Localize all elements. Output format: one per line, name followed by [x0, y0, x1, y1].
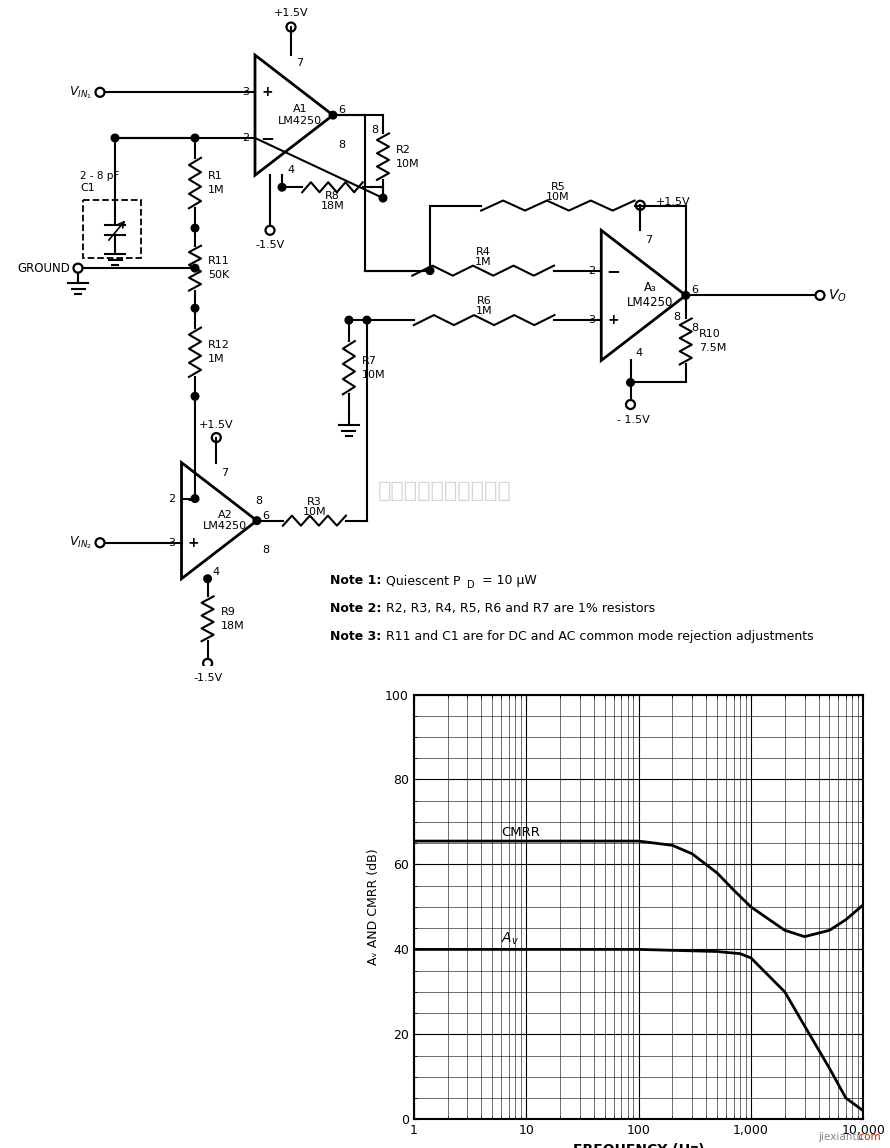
- Text: −: −: [606, 262, 620, 280]
- Text: −: −: [260, 129, 274, 147]
- Text: 2: 2: [588, 265, 595, 276]
- Text: 2: 2: [168, 494, 175, 504]
- Text: Note 1:: Note 1:: [330, 574, 382, 588]
- X-axis label: FREQUENCY (Hz): FREQUENCY (Hz): [573, 1142, 704, 1148]
- Text: 8: 8: [691, 323, 698, 333]
- Text: R9: R9: [221, 607, 236, 616]
- Text: $V_O$: $V_O$: [828, 287, 846, 303]
- Text: GROUND: GROUND: [17, 262, 70, 274]
- Text: 10M: 10M: [362, 370, 385, 380]
- Text: 3: 3: [588, 315, 595, 325]
- Text: 7: 7: [645, 235, 652, 246]
- Text: R1: R1: [208, 171, 222, 181]
- Circle shape: [191, 304, 198, 312]
- Text: A₃
LM4250: A₃ LM4250: [627, 281, 673, 309]
- Text: D: D: [467, 580, 474, 590]
- Text: R2, R3, R4, R5, R6 and R7 are 1% resistors: R2, R3, R4, R5, R6 and R7 are 1% resisto…: [382, 603, 655, 615]
- Text: CMRR: CMRR: [501, 827, 540, 839]
- Text: 10M: 10M: [396, 158, 419, 169]
- Text: C1: C1: [80, 184, 94, 193]
- Circle shape: [279, 184, 286, 191]
- Circle shape: [329, 111, 336, 119]
- Text: R8: R8: [325, 192, 340, 201]
- Text: R11: R11: [208, 256, 230, 266]
- Text: 6: 6: [338, 106, 345, 115]
- Text: 1M: 1M: [474, 257, 491, 266]
- Text: 18M: 18M: [320, 201, 344, 211]
- Text: 3: 3: [242, 87, 249, 98]
- Circle shape: [345, 317, 352, 324]
- Text: 8: 8: [674, 312, 681, 323]
- Bar: [83, 200, 141, 258]
- Text: 7: 7: [296, 59, 303, 68]
- Text: 50K: 50K: [208, 270, 230, 280]
- Text: 1M: 1M: [208, 185, 224, 195]
- Text: 7.5M: 7.5M: [699, 343, 726, 354]
- Circle shape: [363, 317, 371, 324]
- Text: 6: 6: [262, 511, 269, 521]
- Text: 8: 8: [255, 496, 262, 505]
- Text: 6: 6: [691, 286, 698, 295]
- Text: Note 3:: Note 3:: [330, 630, 381, 643]
- Text: 杭州将睿科技有限公司: 杭州将睿科技有限公司: [378, 481, 512, 501]
- Text: .com: .com: [855, 1132, 881, 1142]
- Text: +1.5V: +1.5V: [199, 419, 233, 429]
- Circle shape: [682, 292, 690, 300]
- Text: 8: 8: [338, 140, 345, 150]
- Text: -1.5V: -1.5V: [193, 673, 222, 683]
- Text: +: +: [261, 85, 273, 100]
- Text: 1M: 1M: [476, 307, 492, 316]
- Text: R3: R3: [307, 497, 322, 506]
- Circle shape: [191, 495, 198, 503]
- Text: +: +: [188, 536, 199, 550]
- Text: 2: 2: [242, 133, 249, 144]
- Circle shape: [191, 264, 198, 272]
- Text: 1M: 1M: [208, 355, 224, 364]
- Text: - 1.5V: - 1.5V: [617, 414, 650, 425]
- Circle shape: [253, 517, 261, 525]
- Circle shape: [191, 224, 198, 232]
- Text: −: −: [187, 489, 200, 507]
- Text: $V_{IN_1}$: $V_{IN_1}$: [69, 84, 92, 101]
- Text: 4: 4: [635, 349, 643, 358]
- Text: R11 and C1 are for DC and AC common mode rejection adjustments: R11 and C1 are for DC and AC common mode…: [382, 630, 813, 643]
- Text: 8: 8: [262, 544, 269, 554]
- Circle shape: [111, 134, 118, 142]
- Text: jiexiantu: jiexiantu: [818, 1132, 863, 1142]
- Text: 4: 4: [213, 567, 220, 576]
- Text: Quiescent P: Quiescent P: [382, 574, 460, 588]
- Text: 10M: 10M: [546, 192, 570, 202]
- Circle shape: [379, 194, 387, 202]
- Text: R2: R2: [396, 145, 411, 155]
- Circle shape: [627, 379, 635, 386]
- Text: 18M: 18M: [221, 621, 245, 630]
- Text: 4: 4: [287, 165, 294, 176]
- Text: = 10 μW: = 10 μW: [478, 574, 537, 588]
- Text: R5: R5: [551, 181, 565, 192]
- Text: Note 2:: Note 2:: [330, 603, 382, 615]
- Text: R4: R4: [475, 247, 490, 257]
- Y-axis label: Aᵥ AND CMRR (dB): Aᵥ AND CMRR (dB): [367, 848, 379, 965]
- Text: 3: 3: [168, 537, 175, 548]
- Text: 10M: 10M: [303, 506, 327, 517]
- Circle shape: [204, 575, 212, 582]
- Text: 8: 8: [371, 125, 378, 135]
- Text: R7: R7: [362, 356, 376, 366]
- Text: A1
LM4250: A1 LM4250: [278, 104, 322, 126]
- Text: $A_v$: $A_v$: [501, 931, 520, 947]
- Text: R10: R10: [699, 329, 721, 340]
- Text: -1.5V: -1.5V: [255, 240, 285, 250]
- Circle shape: [191, 134, 198, 142]
- Circle shape: [191, 393, 198, 401]
- Text: +: +: [608, 313, 619, 327]
- Text: +1.5V: +1.5V: [274, 8, 308, 18]
- Text: 2 - 8 pF: 2 - 8 pF: [80, 171, 119, 181]
- Circle shape: [426, 266, 433, 274]
- Text: 7: 7: [222, 467, 229, 478]
- Text: +1.5V: +1.5V: [656, 197, 691, 208]
- Text: A2
LM4250: A2 LM4250: [203, 510, 247, 532]
- Text: R6: R6: [477, 296, 491, 307]
- Text: $V_{IN_2}$: $V_{IN_2}$: [69, 535, 92, 551]
- Text: R12: R12: [208, 340, 230, 350]
